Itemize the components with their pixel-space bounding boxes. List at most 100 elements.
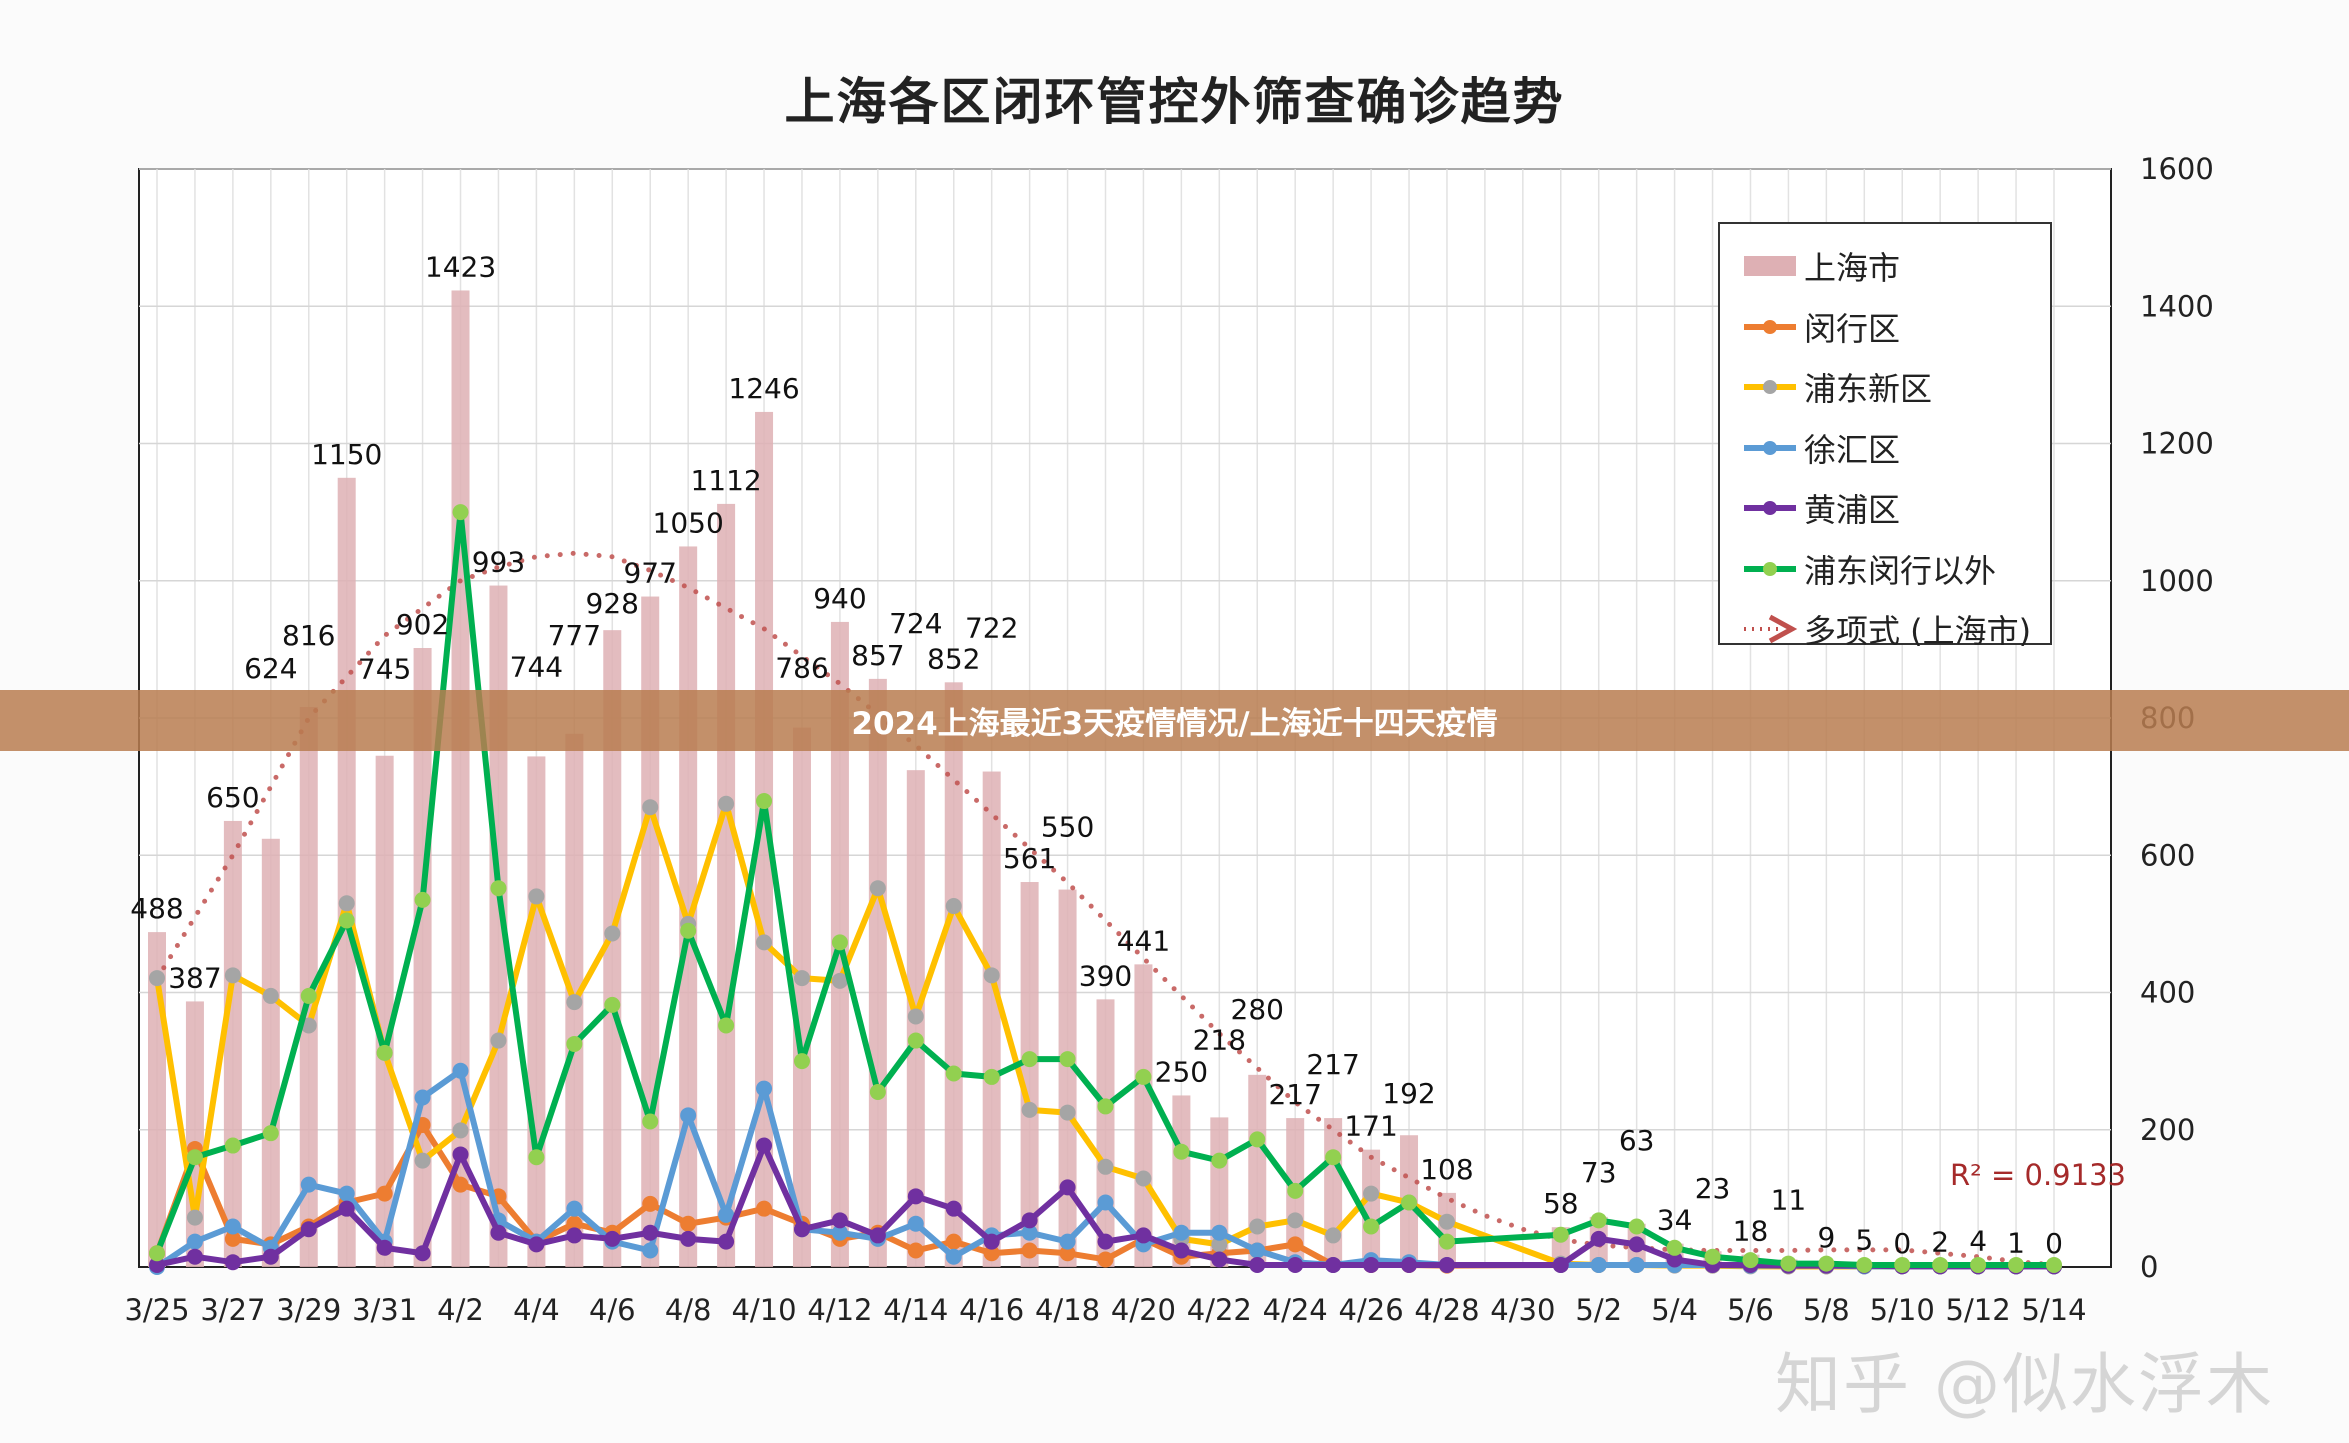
marker-5 (1856, 1256, 1873, 1273)
legend-line-swatch-icon (1744, 501, 1796, 516)
legend-item: 浦东新区 (1742, 357, 2050, 418)
marker-2 (642, 799, 659, 816)
marker-4 (1021, 1212, 1038, 1229)
legend-label: 多项式 (上海市) (1804, 612, 2032, 651)
marker-4 (945, 1200, 962, 1217)
marker-5 (945, 1065, 962, 1082)
x-tick-label: 5/8 (1803, 1293, 1850, 1327)
marker-2 (224, 967, 241, 984)
marker-5 (376, 1044, 393, 1061)
marker-4 (1325, 1256, 1342, 1273)
bar-shanghai (1134, 964, 1153, 1267)
marker-4 (642, 1224, 659, 1241)
x-tick-label: 4/6 (589, 1293, 636, 1327)
marker-4 (983, 1233, 1000, 1250)
data-label: 550 (1041, 811, 1094, 844)
marker-5 (1628, 1218, 1645, 1235)
marker-3 (1211, 1224, 1228, 1241)
data-label: 0 (1893, 1227, 1911, 1260)
data-label: 777 (548, 619, 601, 652)
marker-5 (224, 1137, 241, 1154)
data-label: 940 (813, 582, 866, 615)
banner-text: 2024上海最近3天疫情情况/上海近十四天疫情 (851, 706, 1498, 742)
marker-5 (831, 934, 848, 951)
bar-shanghai (527, 756, 546, 1267)
marker-5 (604, 996, 621, 1013)
x-tick-label: 5/6 (1727, 1293, 1774, 1327)
data-label: 58 (1543, 1187, 1579, 1220)
marker-2 (528, 888, 545, 905)
marker-5 (414, 891, 431, 908)
x-tick-label: 4/2 (437, 1293, 484, 1327)
marker-1 (1097, 1251, 1114, 1268)
marker-4 (1249, 1256, 1266, 1273)
data-label: 63 (1619, 1124, 1655, 1157)
legend-label: 上海市 (1804, 249, 1901, 288)
marker-5 (869, 1084, 886, 1101)
bar-shanghai (375, 755, 394, 1267)
marker-3 (186, 1233, 203, 1250)
marker-2 (1325, 1227, 1342, 1244)
data-label: 724 (889, 607, 942, 640)
bar-shanghai (603, 630, 622, 1267)
bar-shanghai (299, 707, 318, 1267)
marker-4 (1666, 1251, 1683, 1268)
legend-label: 闵行区 (1804, 309, 1901, 348)
marker-5 (1666, 1239, 1683, 1256)
x-tick-label: 5/4 (1651, 1293, 1698, 1327)
marker-3 (1097, 1194, 1114, 1211)
x-tick-label: 4/24 (1263, 1293, 1328, 1327)
marker-4 (907, 1188, 924, 1205)
bar-shanghai (1324, 1118, 1343, 1267)
data-label: 217 (1268, 1078, 1321, 1111)
x-tick-label: 5/2 (1575, 1293, 1622, 1327)
bar-shanghai (868, 678, 887, 1267)
marker-5 (149, 1245, 165, 1262)
bar-shanghai (337, 477, 356, 1267)
data-label: 192 (1382, 1077, 1435, 1110)
data-label: 218 (1193, 1023, 1246, 1056)
legend-label: 浦东闵行以外 (1804, 551, 1997, 590)
data-label: 23 (1695, 1172, 1731, 1205)
y-tick-label: 0 (2140, 1250, 2158, 1284)
marker-5 (907, 1032, 924, 1049)
marker-5 (1552, 1226, 1569, 1243)
marker-5 (2046, 1256, 2062, 1273)
y-tick-label: 1000 (2140, 564, 2214, 598)
marker-3 (831, 1224, 848, 1241)
marker-1 (983, 1245, 1000, 1262)
data-label: 18 (1733, 1215, 1769, 1248)
marker-2 (1249, 1218, 1266, 1235)
data-label: 441 (1117, 924, 1170, 957)
marker-4 (452, 1146, 469, 1163)
legend-item: 闵行区 (1742, 297, 2050, 358)
marker-2 (566, 994, 583, 1011)
marker-4 (300, 1221, 317, 1238)
x-tick-label: 3/29 (276, 1293, 341, 1327)
x-tick-label: 3/27 (200, 1293, 265, 1327)
marker-4 (224, 1254, 241, 1271)
marker-5 (1818, 1255, 1835, 1272)
legend: 上海市 闵行区 浦东新区 徐汇区 黄浦区 浦东闵行以外 多项式 (上海市) (1718, 222, 2052, 650)
marker-3 (718, 1206, 735, 1223)
marker-5 (1704, 1248, 1721, 1265)
marker-5 (338, 912, 355, 929)
y-tick-label: 600 (2140, 838, 2195, 872)
marker-5 (262, 1125, 279, 1142)
bar-shanghai (1437, 1192, 1456, 1267)
x-tick-label: 3/25 (124, 1293, 189, 1327)
legend-item: 多项式 (上海市) (1742, 599, 2050, 660)
legend-item: 浦东闵行以外 (1742, 539, 2050, 600)
data-label: 250 (1155, 1055, 1208, 1088)
data-label: 488 (130, 892, 183, 925)
data-label: 1150 (311, 438, 382, 471)
marker-2 (1097, 1158, 1114, 1175)
marker-4 (490, 1224, 507, 1241)
data-label: 390 (1079, 959, 1132, 992)
marker-2 (414, 1152, 431, 1169)
marker-4 (680, 1230, 697, 1247)
marker-2 (831, 972, 848, 989)
marker-5 (2008, 1256, 2025, 1273)
marker-2 (149, 970, 165, 987)
marker-5 (1438, 1233, 1455, 1250)
